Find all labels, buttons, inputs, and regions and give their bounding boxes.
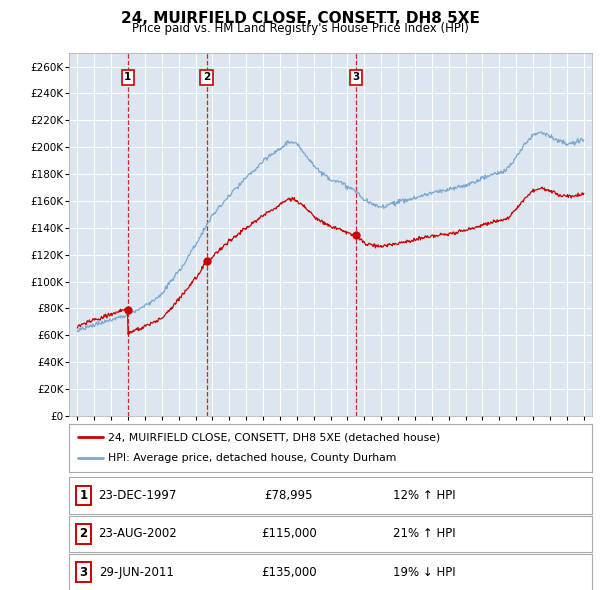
Text: HPI: Average price, detached house, County Durham: HPI: Average price, detached house, Coun… <box>108 454 397 464</box>
Text: 21% ↑ HPI: 21% ↑ HPI <box>394 527 456 540</box>
Text: 3: 3 <box>352 73 359 82</box>
Text: 19% ↓ HPI: 19% ↓ HPI <box>394 566 456 579</box>
Text: 2: 2 <box>80 527 88 540</box>
Text: 23-AUG-2002: 23-AUG-2002 <box>98 527 176 540</box>
Text: 29-JUN-2011: 29-JUN-2011 <box>100 566 175 579</box>
Text: 24, MUIRFIELD CLOSE, CONSETT, DH8 5XE: 24, MUIRFIELD CLOSE, CONSETT, DH8 5XE <box>121 11 479 25</box>
Text: 1: 1 <box>80 489 88 502</box>
Text: £78,995: £78,995 <box>265 489 313 502</box>
Text: Price paid vs. HM Land Registry's House Price Index (HPI): Price paid vs. HM Land Registry's House … <box>131 22 469 35</box>
Text: £135,000: £135,000 <box>261 566 317 579</box>
Text: 1: 1 <box>124 73 131 82</box>
Text: 23-DEC-1997: 23-DEC-1997 <box>98 489 176 502</box>
Text: 12% ↑ HPI: 12% ↑ HPI <box>394 489 456 502</box>
Text: £115,000: £115,000 <box>261 527 317 540</box>
Text: 3: 3 <box>80 566 88 579</box>
Text: 2: 2 <box>203 73 210 82</box>
Text: 24, MUIRFIELD CLOSE, CONSETT, DH8 5XE (detached house): 24, MUIRFIELD CLOSE, CONSETT, DH8 5XE (d… <box>108 432 440 442</box>
